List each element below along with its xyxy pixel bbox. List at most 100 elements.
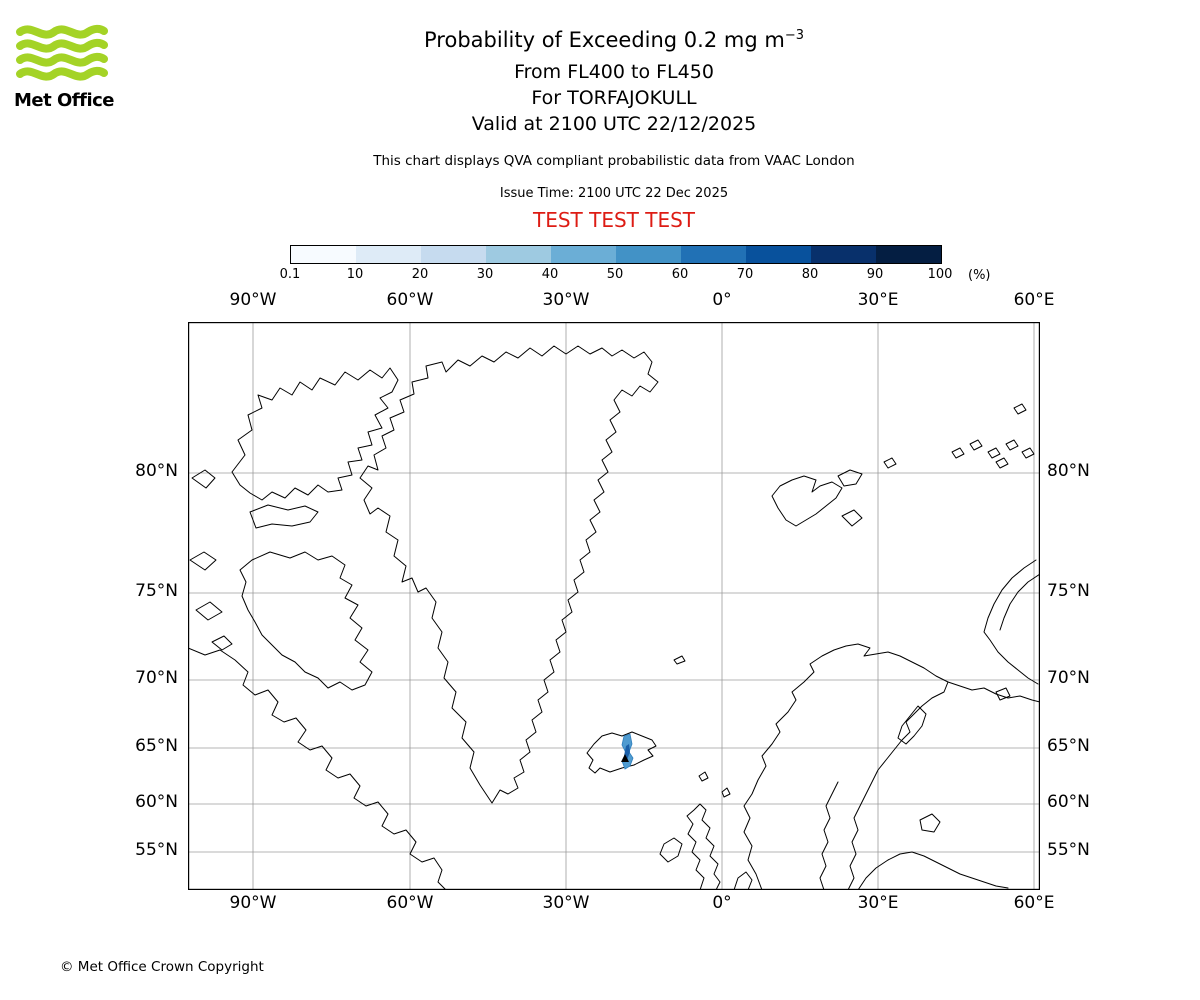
lon-label-bottom: 30°W [542,893,590,913]
colorbar-tick-label: 0.1 [279,267,301,282]
coastline-svalbard [841,509,863,527]
colorbar-segment [616,246,681,263]
map-frame [188,322,1040,890]
coastline-svalbard [837,469,863,487]
lat-label-right: 55°N [1047,840,1090,860]
colorbar-segment [811,246,876,263]
colorbar-tick-label: 30 [476,267,494,282]
coastline-ireland [659,837,683,863]
logo-waves-icon [16,24,108,81]
colorbar-tick-label: 40 [541,267,559,282]
coastline-baffin [239,551,373,691]
coastline-island [211,635,233,651]
probability-contour [621,733,634,770]
lat-label-right: 80°N [1047,461,1090,481]
coastline-faroe [698,771,709,782]
met-office-logo: Met Office [14,22,134,111]
coastlines [188,345,1040,890]
coastline-ladoga [919,813,941,833]
coastline-island [189,551,217,571]
coastline-island [191,469,216,489]
lon-label-bottom: 60°W [386,893,434,913]
coastline-great-britain [686,803,721,890]
lat-label-left: 65°N [135,736,178,756]
coastline-franz-josef [969,439,983,451]
coastline-denmark [733,871,753,890]
colorbar-tick-label: 50 [606,267,624,282]
chart-title-text: Probability of Exceeding 0.2 mg m [424,28,785,52]
lon-label-bottom: 60°E [1013,893,1055,913]
coastline-canada-mainland [188,647,447,890]
colorbar-tick-label: 10 [346,267,364,282]
colorbar-segment [291,246,356,263]
lat-label-left: 75°N [135,581,178,601]
colorbar-segment [681,246,746,263]
lon-label-top: 60°E [1013,290,1055,310]
coastline-shetland [721,787,731,798]
subtitle-volcano: For TORFAJOKULL [531,87,697,109]
coastline-greenland [359,345,659,804]
title-exponent: −3 [784,28,804,43]
graticule [188,322,1040,890]
colorbar-segment [551,246,616,263]
colorbar-tick-label: 20 [411,267,429,282]
volcano-marker [621,754,629,762]
lon-label-top: 60°W [386,290,434,310]
lat-label-left: 70°N [135,668,178,688]
colorbar-tick-label: 90 [866,267,884,282]
coastline-island [883,457,897,469]
lon-label-bottom: 90°W [229,893,277,913]
colorbar-bar [290,245,942,264]
colorbar-segment [746,246,811,263]
chart-title: Probability of Exceeding 0.2 mg m−3 [14,28,1200,52]
coastline-franz-josef [1021,447,1035,459]
map [188,322,1040,890]
coastline-novaya-zemlya [983,559,1039,685]
colorbar-tick-label: 70 [736,267,754,282]
colorbar-ticks: 0.1 10 20 30 40 50 60 70 80 90 100 [280,267,953,283]
coastline-island [195,601,223,621]
coastline-island [995,687,1011,701]
subtitle-valid-time: Valid at 2100 UTC 22/12/2025 [471,113,757,135]
coastline-russia [947,681,1040,703]
coastline-franz-josef [1005,439,1019,451]
issue-time: Issue Time: 2100 UTC 22 Dec 2025 [499,186,729,201]
test-banner: TEST TEST TEST [532,208,695,232]
copyright-text: © Met Office Crown Copyright [60,959,264,975]
coastline-franz-josef [1013,403,1027,415]
colorbar-segment [876,246,941,263]
colorbar-segment [486,246,551,263]
colorbar-segment [421,246,486,263]
colorbar-tick-label: 60 [671,267,689,282]
coastline-franz-josef [951,447,965,459]
lat-label-right: 60°N [1047,792,1090,812]
coastline-bothnia [819,781,839,890]
lon-label-bottom: 0° [712,893,732,913]
lat-label-left: 60°N [135,792,178,812]
lat-label-left: 55°N [135,840,178,860]
colorbar-segment [356,246,421,263]
coastline-devon [249,504,319,529]
lon-label-top: 90°W [229,290,277,310]
qva-compliance-note: This chart displays QVA compliant probab… [373,153,855,169]
subtitle-flight-levels: From FL400 to FL450 [514,61,714,83]
coastline-scandinavia [743,643,949,890]
lon-label-bottom: 30°E [857,893,899,913]
header: Probability of Exceeding 0.2 mg m−3 From… [14,28,1200,232]
coastline-iceland [586,731,657,774]
lon-label-top: 0° [712,290,732,310]
colorbar-tick-label: 100 [927,267,953,282]
colorbar-unit-label: (%) [968,268,991,283]
lat-label-right: 70°N [1047,668,1090,688]
lat-label-left: 80°N [135,461,178,481]
logo-text: Met Office [14,90,115,111]
coastline-franz-josef [987,447,1001,459]
coastline-ellesmere [231,367,399,501]
coastline-franz-josef [995,457,1009,469]
coastline-novaya-zemlya [999,573,1040,631]
lat-label-right: 65°N [1047,736,1090,756]
coastline-jan-mayen [673,655,686,665]
coastline-baltic [857,851,1009,890]
lon-label-top: 30°W [542,290,590,310]
lat-label-right: 75°N [1047,581,1090,601]
